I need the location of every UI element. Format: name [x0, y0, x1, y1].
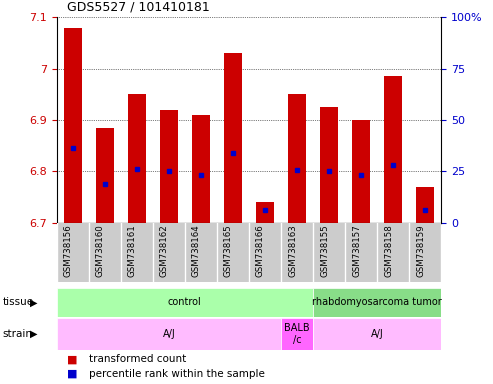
- Text: GSM738166: GSM738166: [256, 225, 265, 277]
- Bar: [288, 94, 306, 223]
- Bar: [160, 110, 177, 223]
- Text: GDS5527 / 101410181: GDS5527 / 101410181: [67, 0, 210, 13]
- Text: percentile rank within the sample: percentile rank within the sample: [89, 369, 265, 379]
- Bar: [320, 107, 338, 223]
- Bar: [313, 288, 441, 317]
- Text: GSM738159: GSM738159: [416, 225, 425, 277]
- Bar: [256, 202, 274, 223]
- Text: GSM738163: GSM738163: [288, 225, 297, 277]
- Bar: [313, 318, 441, 350]
- Bar: [281, 318, 313, 350]
- Text: transformed count: transformed count: [89, 354, 186, 364]
- Text: ▶: ▶: [30, 297, 37, 308]
- Bar: [96, 128, 113, 223]
- Text: GSM738160: GSM738160: [96, 225, 105, 277]
- Text: BALB
/c: BALB /c: [284, 323, 310, 345]
- Bar: [417, 187, 434, 223]
- Text: GSM738157: GSM738157: [352, 225, 361, 277]
- Bar: [64, 28, 81, 223]
- Text: GSM738165: GSM738165: [224, 225, 233, 277]
- Text: tissue: tissue: [2, 297, 34, 308]
- Text: ■: ■: [67, 354, 77, 364]
- Text: ■: ■: [67, 369, 77, 379]
- Bar: [57, 288, 313, 317]
- Text: strain: strain: [2, 329, 33, 339]
- Bar: [385, 76, 402, 223]
- Text: GSM738164: GSM738164: [192, 225, 201, 277]
- Text: GSM738162: GSM738162: [160, 225, 169, 277]
- Text: rhabdomyosarcoma tumor: rhabdomyosarcoma tumor: [312, 297, 442, 308]
- Text: control: control: [168, 297, 202, 308]
- Bar: [192, 115, 210, 223]
- Text: GSM738158: GSM738158: [384, 225, 393, 277]
- Bar: [57, 318, 281, 350]
- Text: A/J: A/J: [371, 329, 384, 339]
- Text: ▶: ▶: [30, 329, 37, 339]
- Text: GSM738161: GSM738161: [128, 225, 137, 277]
- Text: GSM738156: GSM738156: [64, 225, 73, 277]
- Bar: [128, 94, 145, 223]
- Bar: [224, 53, 242, 223]
- Text: GSM738155: GSM738155: [320, 225, 329, 277]
- Bar: [352, 120, 370, 223]
- Text: A/J: A/J: [163, 329, 175, 339]
